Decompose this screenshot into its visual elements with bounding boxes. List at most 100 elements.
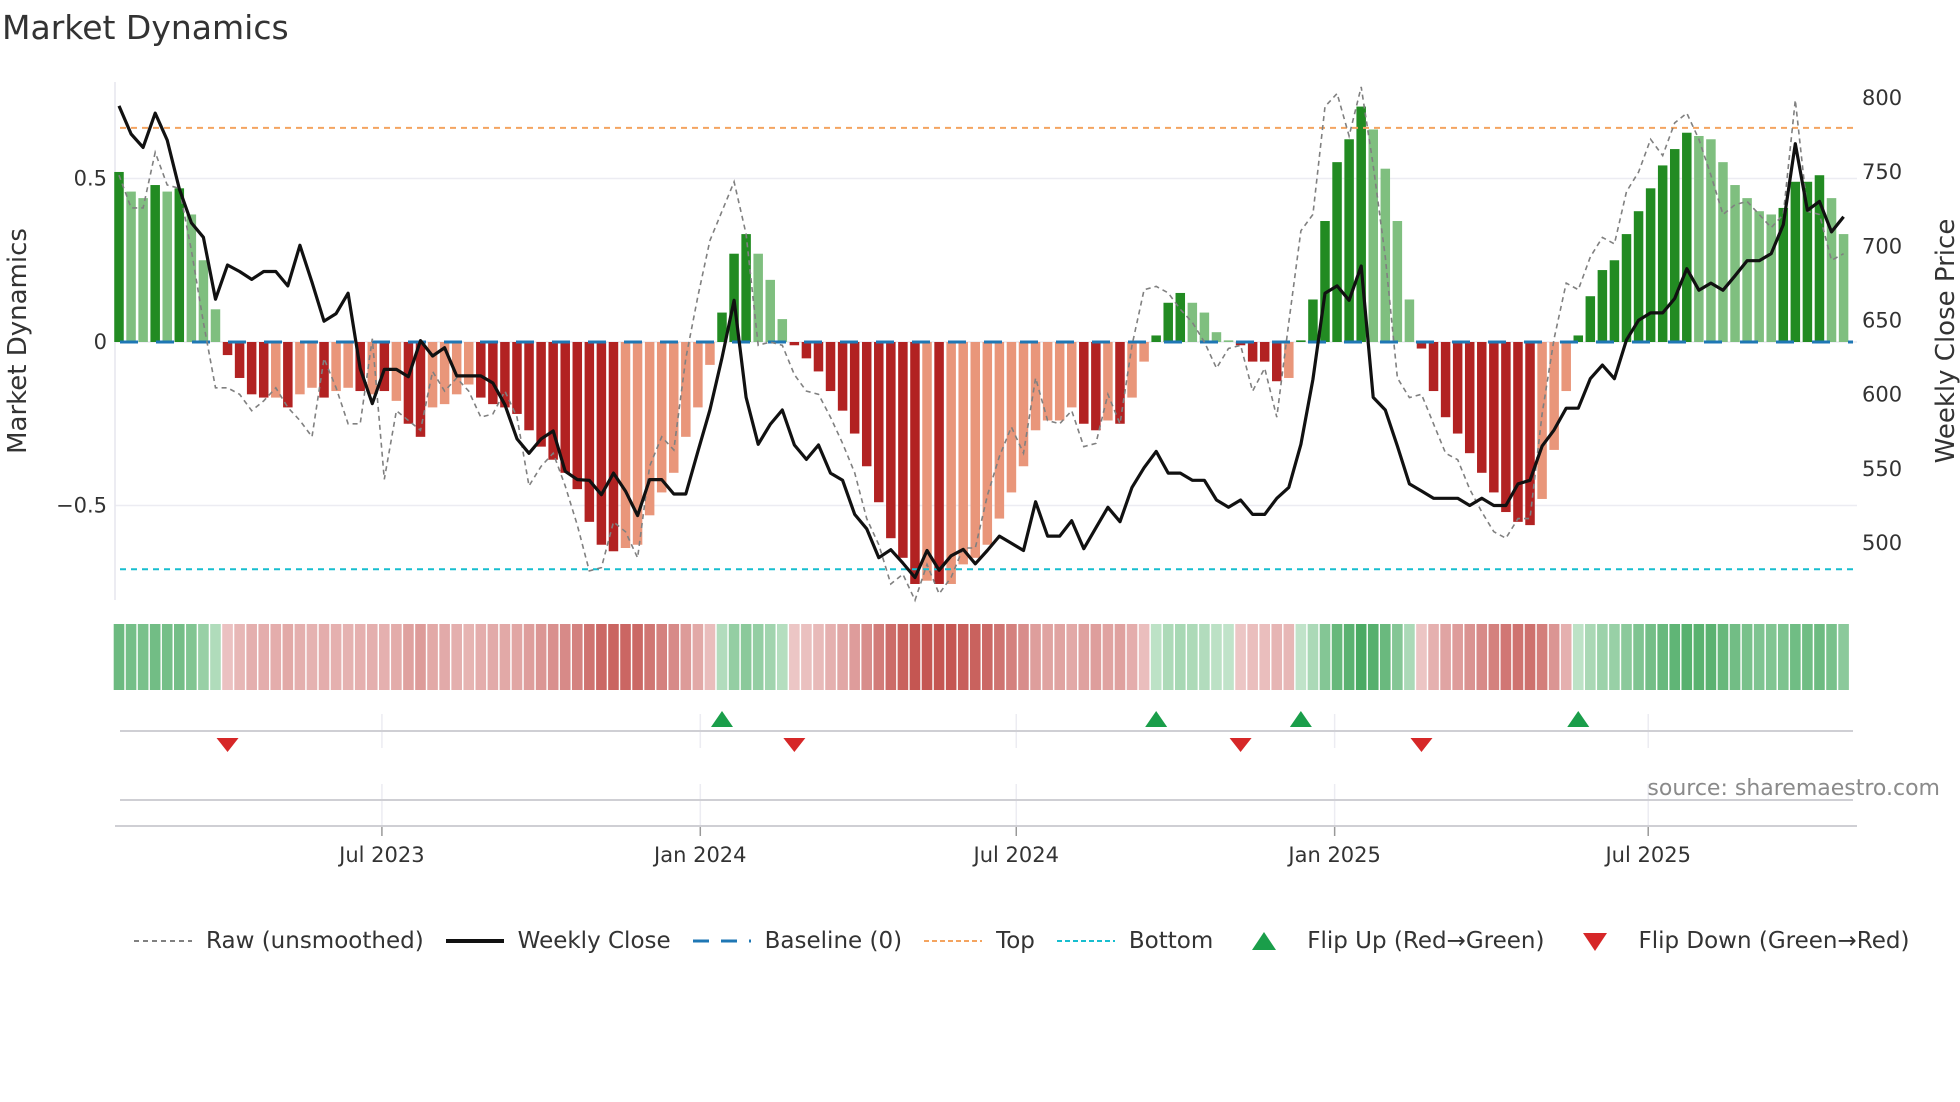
heat-cell — [354, 624, 366, 690]
heat-cell — [1705, 624, 1717, 690]
heat-cell — [728, 624, 740, 690]
momentum-bar — [1139, 342, 1149, 362]
heat-cell — [1838, 624, 1849, 690]
heat-cell — [668, 624, 680, 690]
heat-cell — [632, 624, 643, 690]
heat-cell — [1066, 624, 1078, 690]
heat-cell — [873, 624, 885, 690]
heat-cell — [608, 624, 619, 690]
momentum-bar — [379, 342, 390, 392]
momentum-bar — [186, 214, 197, 342]
heat-cell — [1090, 624, 1102, 690]
heat-cell — [547, 624, 559, 690]
heat-cell — [113, 624, 125, 690]
right-y-ticks: 800 750 700 650 600 550 500 — [1862, 86, 1902, 555]
heat-cell — [125, 624, 137, 690]
triangle-up-icon — [1252, 932, 1277, 950]
dashed-line-icon — [134, 940, 192, 942]
y-tick-label: 0.5 — [74, 167, 107, 191]
heat-cell — [680, 624, 692, 690]
x-tick-label: Jul 2023 — [337, 843, 424, 867]
y2-tick-label: 650 — [1862, 308, 1902, 332]
momentum-bar — [1272, 342, 1282, 382]
flip-down-marker — [1410, 738, 1433, 752]
heat-cell — [366, 624, 378, 690]
momentum-bar — [1223, 340, 1234, 342]
flip-up-marker — [1567, 711, 1590, 727]
momentum-bar — [500, 342, 510, 408]
source-watermark: source: sharemaestro.com — [1647, 776, 1940, 801]
momentum-bar — [427, 342, 438, 408]
heat-cell — [885, 624, 897, 690]
momentum-bar — [1682, 132, 1692, 342]
heat-cell — [752, 624, 764, 690]
momentum-bar — [970, 342, 981, 558]
momentum-bar — [1694, 135, 1704, 342]
weekly-close-line — [117, 105, 1845, 580]
momentum-bar — [1079, 342, 1089, 424]
momentum-bar — [729, 253, 739, 342]
momentum-bar — [1440, 342, 1451, 418]
heat-cell — [1150, 624, 1162, 690]
momentum-bar — [994, 342, 1005, 519]
heat-cell — [1609, 624, 1620, 690]
heat-cell — [1138, 624, 1150, 690]
momentum-bar — [1742, 198, 1752, 342]
momentum-bar — [632, 342, 643, 545]
heat-cell — [499, 624, 511, 690]
heat-cell — [1693, 624, 1705, 690]
legend: Raw (unsmoothed) Weekly Close Baseline (… — [134, 928, 1931, 954]
heat-cell — [1669, 624, 1681, 690]
heat-cell — [1452, 624, 1463, 690]
heat-cell — [801, 624, 812, 690]
heat-cell — [210, 624, 221, 690]
momentum-bar — [162, 191, 172, 342]
heat-cell — [451, 624, 462, 690]
momentum-bar — [174, 188, 185, 342]
heat-cell — [186, 624, 197, 690]
legend-item-flip-down: Flip Down (Green→Red) — [1566, 928, 1909, 954]
momentum-bar — [620, 342, 631, 549]
heat-cell — [415, 624, 426, 690]
flip-down-marker — [216, 738, 239, 752]
heat-cell — [1102, 624, 1114, 690]
momentum-bar — [825, 342, 836, 392]
momentum-bar — [1416, 342, 1427, 349]
heat-cell — [1247, 624, 1258, 690]
heat-cell — [1006, 624, 1017, 690]
y2-tick-label: 550 — [1862, 457, 1902, 481]
momentum-bar — [1766, 214, 1776, 342]
momentum-bar — [126, 191, 136, 342]
momentum-bars — [114, 106, 1849, 584]
heat-cell — [1078, 624, 1090, 690]
heat-cell — [1126, 624, 1138, 690]
momentum-bar — [1030, 342, 1041, 431]
momentum-bar — [271, 342, 281, 398]
left-y-ticks: 0.5 0 −0.5 — [56, 167, 107, 518]
legend-item-bottom: Bottom — [1056, 928, 1213, 954]
momentum-bar — [439, 342, 450, 405]
momentum-bar — [705, 342, 715, 365]
legend-label: Raw (unsmoothed) — [206, 928, 424, 954]
heat-cell — [1814, 624, 1825, 690]
heat-cell — [957, 624, 969, 690]
momentum-bar — [584, 342, 595, 522]
momentum-bar — [874, 342, 884, 503]
legend-label: Weekly Close — [517, 928, 671, 954]
heat-cell — [1657, 624, 1668, 690]
momentum-bar — [1368, 129, 1378, 342]
momentum-bar — [1199, 312, 1210, 342]
momentum-bar — [331, 342, 341, 392]
heat-cell — [1536, 624, 1548, 690]
heat-cell — [1030, 624, 1041, 690]
y2-tick-label: 750 — [1862, 160, 1902, 184]
heat-cell — [1355, 624, 1367, 690]
heat-cell — [969, 624, 981, 690]
momentum-bar — [1561, 342, 1571, 392]
heat-cell — [897, 624, 909, 690]
heat-cell — [1476, 624, 1488, 690]
momentum-bar — [234, 342, 245, 378]
heat-cell — [535, 624, 547, 690]
heat-cell — [1271, 624, 1283, 690]
